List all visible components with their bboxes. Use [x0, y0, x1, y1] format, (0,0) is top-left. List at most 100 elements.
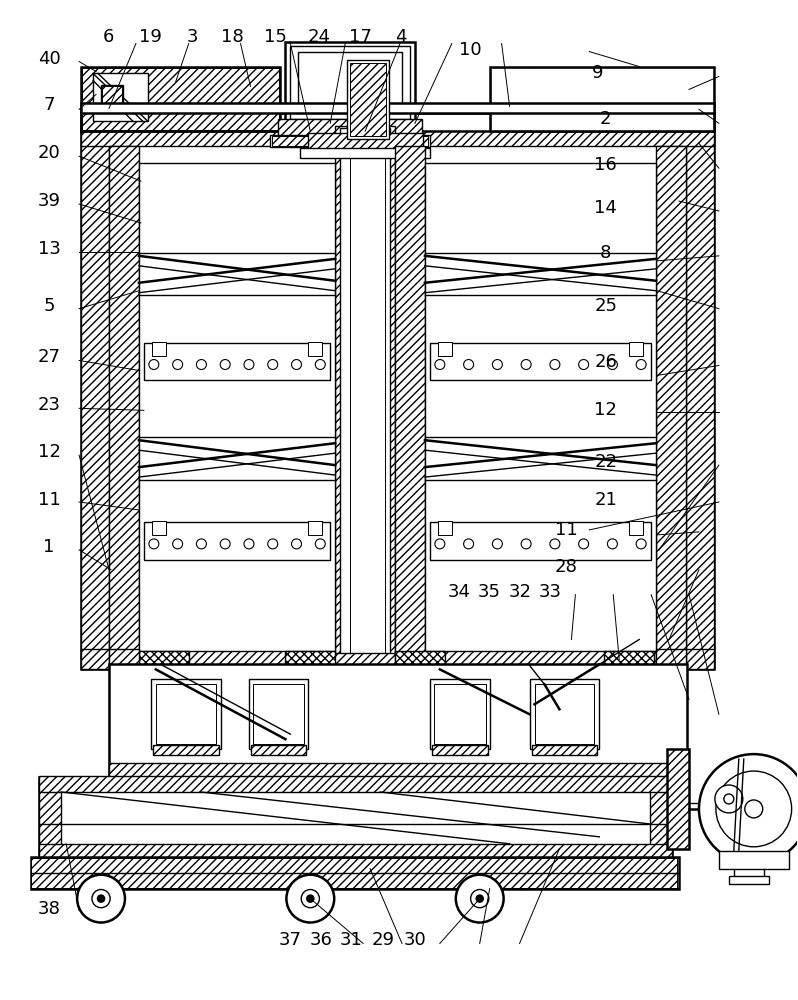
- Text: 26: 26: [595, 353, 617, 371]
- Bar: [718, 798, 728, 814]
- Bar: [395, 651, 444, 667]
- Bar: [438, 342, 452, 356]
- Text: 39: 39: [38, 192, 61, 210]
- Bar: [350, 63, 386, 136]
- Text: 12: 12: [595, 401, 617, 419]
- Bar: [300, 148, 430, 158]
- Bar: [490, 67, 714, 131]
- Circle shape: [492, 360, 503, 369]
- Text: 40: 40: [38, 50, 61, 68]
- Bar: [109, 649, 139, 779]
- Circle shape: [550, 360, 560, 369]
- Circle shape: [464, 539, 473, 549]
- Bar: [109, 763, 687, 781]
- Circle shape: [291, 539, 302, 549]
- Circle shape: [716, 771, 792, 847]
- Text: 36: 36: [310, 931, 333, 949]
- Bar: [719, 851, 788, 869]
- Bar: [271, 135, 430, 147]
- Circle shape: [715, 785, 743, 813]
- Bar: [93, 73, 148, 121]
- Circle shape: [220, 539, 230, 549]
- Text: 9: 9: [592, 64, 603, 82]
- Bar: [438, 521, 452, 535]
- Bar: [308, 653, 423, 669]
- Circle shape: [244, 360, 254, 369]
- Circle shape: [456, 875, 504, 923]
- Bar: [279, 119, 422, 139]
- Text: 34: 34: [448, 583, 471, 601]
- Circle shape: [724, 794, 734, 804]
- Bar: [535, 684, 595, 744]
- Text: 31: 31: [340, 931, 363, 949]
- Bar: [656, 649, 686, 779]
- Bar: [272, 136, 428, 146]
- Text: 22: 22: [595, 453, 618, 471]
- Text: 2: 2: [600, 110, 611, 128]
- Bar: [81, 649, 714, 669]
- Circle shape: [315, 539, 326, 549]
- Bar: [101, 85, 123, 105]
- Text: 6: 6: [103, 28, 114, 46]
- Circle shape: [550, 539, 560, 549]
- Bar: [298, 52, 402, 113]
- Bar: [151, 679, 220, 749]
- Bar: [395, 146, 425, 664]
- Bar: [81, 126, 109, 669]
- Text: 20: 20: [38, 144, 61, 162]
- Circle shape: [291, 360, 302, 369]
- Circle shape: [579, 360, 589, 369]
- Bar: [153, 745, 219, 755]
- Text: 38: 38: [38, 900, 61, 918]
- Text: 13: 13: [38, 240, 61, 258]
- Circle shape: [699, 754, 798, 864]
- Circle shape: [268, 360, 278, 369]
- Bar: [156, 684, 215, 744]
- Bar: [656, 146, 686, 664]
- Text: 33: 33: [539, 583, 562, 601]
- Bar: [39, 777, 672, 859]
- Text: 37: 37: [279, 931, 302, 949]
- Text: 30: 30: [404, 931, 426, 949]
- Bar: [39, 776, 672, 792]
- Bar: [81, 67, 280, 131]
- Circle shape: [607, 360, 618, 369]
- Circle shape: [306, 895, 314, 902]
- Circle shape: [492, 539, 503, 549]
- Circle shape: [636, 539, 646, 549]
- Bar: [39, 844, 672, 859]
- Text: 5: 5: [43, 297, 55, 315]
- Text: 14: 14: [595, 199, 617, 217]
- Circle shape: [476, 895, 484, 902]
- Circle shape: [579, 539, 589, 549]
- Bar: [109, 664, 687, 779]
- Bar: [425, 163, 656, 651]
- Bar: [81, 103, 714, 113]
- Bar: [39, 778, 61, 858]
- Bar: [82, 68, 279, 130]
- Text: 24: 24: [308, 28, 331, 46]
- Circle shape: [464, 360, 473, 369]
- Text: 15: 15: [264, 28, 287, 46]
- Circle shape: [196, 539, 207, 549]
- Bar: [144, 522, 330, 560]
- Circle shape: [97, 895, 105, 902]
- Bar: [152, 521, 166, 535]
- Text: 11: 11: [38, 491, 61, 509]
- Bar: [667, 749, 689, 849]
- Circle shape: [521, 360, 531, 369]
- Bar: [81, 113, 714, 131]
- Bar: [31, 858, 677, 888]
- Bar: [629, 521, 643, 535]
- Text: 35: 35: [478, 583, 501, 601]
- Circle shape: [521, 539, 531, 549]
- Bar: [530, 679, 599, 749]
- Circle shape: [220, 360, 230, 369]
- Bar: [308, 521, 322, 535]
- Text: 21: 21: [595, 491, 617, 509]
- Circle shape: [77, 875, 125, 923]
- Text: 23: 23: [38, 396, 61, 414]
- Circle shape: [301, 890, 319, 908]
- Bar: [686, 126, 714, 669]
- Bar: [729, 876, 768, 884]
